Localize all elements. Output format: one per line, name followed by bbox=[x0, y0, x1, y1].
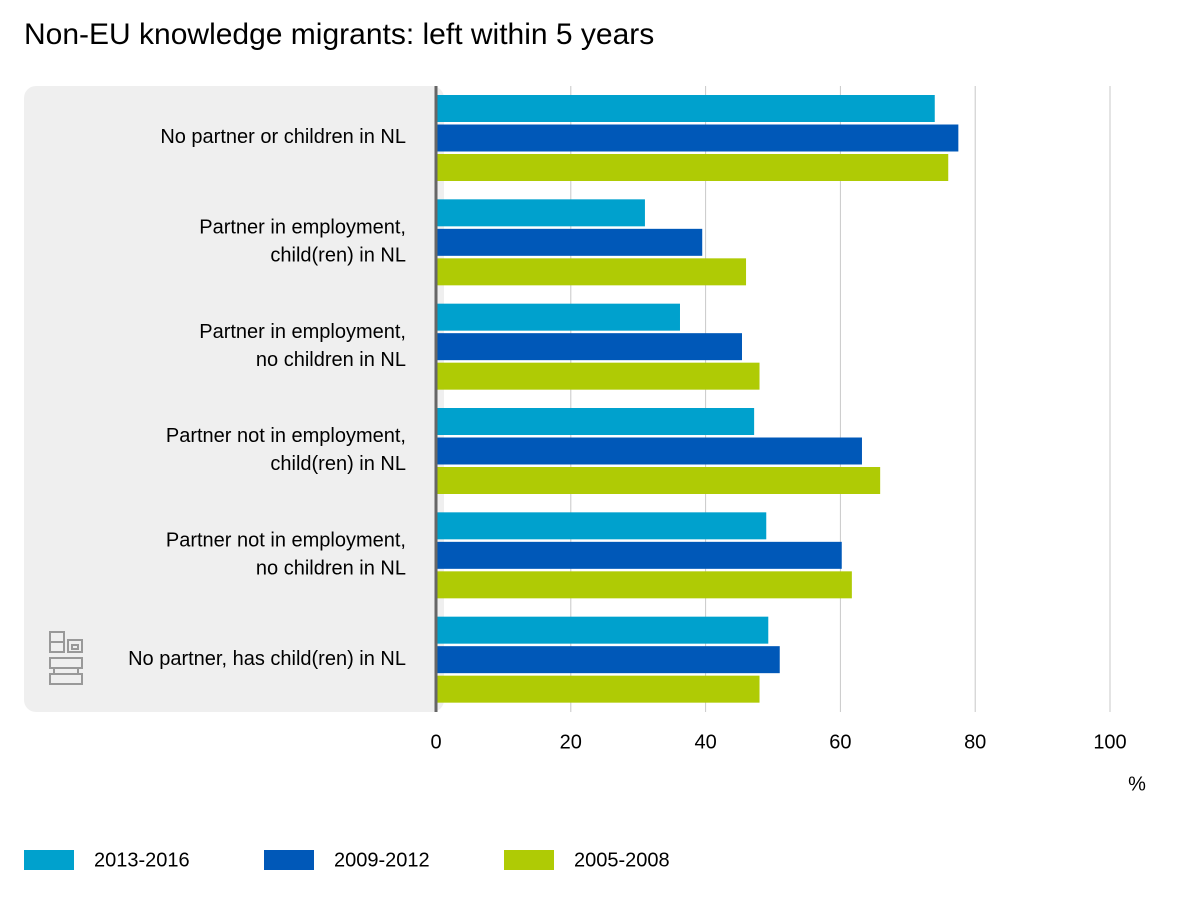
x-tick-label: 20 bbox=[560, 731, 582, 753]
bar bbox=[436, 333, 742, 361]
category-label-line: child(ren) in NL bbox=[270, 245, 406, 267]
label-panel bbox=[24, 86, 444, 712]
category-label-line: Partner not in employment, bbox=[166, 530, 406, 552]
bar bbox=[436, 408, 755, 435]
category-label: Partner not in employment, no children in… bbox=[166, 530, 406, 580]
category-label: No partner or children in NL bbox=[160, 126, 406, 148]
bar bbox=[436, 154, 949, 181]
bar bbox=[436, 616, 769, 644]
category-label: Partner not in employment, child(ren) in … bbox=[166, 425, 406, 475]
legend-swatch bbox=[264, 850, 314, 870]
category-label: No partner, has child(ren) in NL bbox=[128, 648, 406, 670]
legend-label: 2013-2016 bbox=[94, 849, 190, 871]
x-tick-label: 100 bbox=[1093, 731, 1126, 753]
category-label-line: Partner in employment, bbox=[199, 217, 406, 239]
bar bbox=[436, 124, 959, 152]
category-label-line: no children in NL bbox=[256, 349, 406, 371]
category-label-line: No partner, has child(ren) in NL bbox=[128, 648, 406, 670]
category-label-line: child(ren) in NL bbox=[270, 453, 406, 475]
legend-swatch bbox=[504, 850, 554, 870]
chart-title: Non-EU knowledge migrants: left within 5… bbox=[24, 18, 654, 51]
bar bbox=[436, 258, 747, 286]
x-unit: % bbox=[1128, 773, 1146, 795]
bar bbox=[436, 467, 881, 494]
category-label-line: Partner in employment, bbox=[199, 321, 406, 343]
category-label-line: No partner or children in NL bbox=[160, 126, 406, 148]
legend-label: 2009-2012 bbox=[334, 849, 430, 871]
bar bbox=[436, 437, 862, 465]
legend-label: 2005-2008 bbox=[574, 849, 670, 871]
category-label: Partner in employment, no children in NL bbox=[199, 321, 406, 371]
bar bbox=[436, 512, 767, 540]
bar bbox=[436, 228, 703, 256]
legend-swatch bbox=[24, 850, 74, 870]
category-label-line: no children in NL bbox=[256, 558, 406, 580]
logo bbox=[49, 631, 83, 685]
category-label-line: Partner not in employment, bbox=[166, 425, 406, 447]
x-tick-label: 80 bbox=[964, 731, 986, 753]
bar bbox=[436, 675, 760, 703]
bar bbox=[436, 541, 842, 569]
category-label: Partner in employment, child(ren) in NL bbox=[199, 217, 406, 267]
x-tick-label: 60 bbox=[829, 731, 851, 753]
x-tick-label: 40 bbox=[694, 731, 716, 753]
bar bbox=[436, 199, 645, 227]
x-tick-label: 0 bbox=[430, 731, 441, 753]
bar bbox=[436, 646, 780, 674]
bar bbox=[436, 571, 852, 599]
bar bbox=[436, 303, 680, 331]
bar bbox=[436, 95, 935, 122]
bar bbox=[436, 362, 760, 390]
